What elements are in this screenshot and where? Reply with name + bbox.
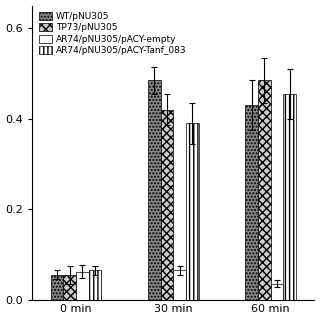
Bar xyxy=(89,270,101,300)
Bar xyxy=(161,109,173,300)
Bar xyxy=(51,275,63,300)
Bar xyxy=(258,80,271,300)
Bar xyxy=(76,272,89,300)
Legend: WT/pNU305, TP73/pNU305, AR74/pNU305/pACY-empty, AR74/pNU305/pACY-Tanf_083: WT/pNU305, TP73/pNU305, AR74/pNU305/pACY… xyxy=(37,10,188,57)
Bar xyxy=(283,94,296,300)
Bar xyxy=(271,284,283,300)
Bar xyxy=(63,275,76,300)
Bar xyxy=(173,270,186,300)
Bar xyxy=(148,80,161,300)
Bar xyxy=(186,123,199,300)
Bar xyxy=(245,105,258,300)
